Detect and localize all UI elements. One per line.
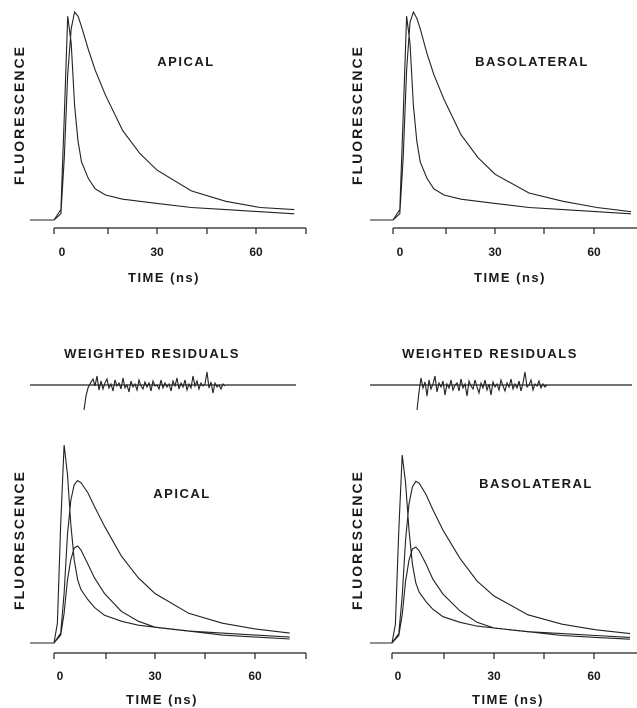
x-tick-label: 0 — [59, 245, 66, 259]
decay-curve-2 — [370, 480, 631, 644]
panel-basolateral-bottom-curves — [370, 454, 631, 644]
y-axis-label: FLUORESCENCE — [349, 45, 365, 185]
x-axis-label: TIME (ns) — [474, 270, 546, 285]
decay-curve-1 — [370, 16, 632, 221]
x-axis-label: TIME (ns) — [128, 270, 200, 285]
residuals-left: WEIGHTED RESIDUALS — [30, 346, 296, 411]
panel-basolateral-top-curves — [370, 10, 632, 221]
residuals-trace — [83, 371, 226, 411]
residuals-right: WEIGHTED RESIDUALS — [370, 346, 632, 411]
panel-title: BASOLATERAL — [475, 54, 589, 69]
panel-title: APICAL — [153, 486, 210, 501]
x-tick-label: 30 — [487, 669, 501, 683]
panel-apical-top-curves — [30, 10, 295, 221]
x-tick-label: 60 — [587, 669, 601, 683]
x-tick-label: 0 — [57, 669, 64, 683]
panel-basolateral-top: 0 30 60 TIME (ns) BASOLATERAL FLUORESCEN… — [349, 10, 637, 285]
panel-title: APICAL — [157, 54, 214, 69]
y-axis-label: FLUORESCENCE — [11, 470, 27, 610]
residuals-trace — [416, 371, 548, 411]
x-tick-label: 60 — [248, 669, 262, 683]
decay-curve-2 — [30, 479, 290, 644]
x-tick-label: 30 — [148, 669, 162, 683]
decay-curve-3 — [370, 546, 631, 644]
residuals-title: WEIGHTED RESIDUALS — [64, 346, 240, 361]
panel-title: BASOLATERAL — [479, 476, 593, 491]
decay-curve-1 — [30, 444, 290, 644]
x-tick-label: 30 — [488, 245, 502, 259]
y-axis-label: FLUORESCENCE — [349, 470, 365, 610]
residuals-title: WEIGHTED RESIDUALS — [402, 346, 578, 361]
panel-apical-top: 0 30 60 TIME (ns) APICAL FLUORESCENCE — [11, 10, 307, 285]
y-axis-label: FLUORESCENCE — [11, 45, 27, 185]
panel-basolateral-bottom: 0 30 60 TIME (ns) BASOLATERAL FLUORESCEN… — [349, 454, 637, 707]
x-axis-label: TIME (ns) — [126, 692, 198, 707]
decay-curve-2 — [370, 10, 632, 221]
panel-apical-bottom: 0 30 60 TIME (ns) APICAL FLUORESCENCE — [11, 444, 307, 707]
decay-curve-1 — [30, 16, 295, 221]
decay-curve-2 — [30, 10, 295, 221]
x-tick-label: 60 — [587, 245, 601, 259]
panel-apical-bottom-curves — [30, 444, 290, 644]
x-tick-label: 0 — [397, 245, 404, 259]
x-tick-label: 0 — [395, 669, 402, 683]
x-axis-label: TIME (ns) — [472, 692, 544, 707]
x-tick-label: 60 — [249, 245, 263, 259]
decay-curve-3 — [30, 545, 290, 644]
x-tick-label: 30 — [150, 245, 164, 259]
